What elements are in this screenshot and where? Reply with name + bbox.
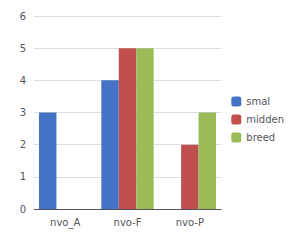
svg-text:2: 2 xyxy=(20,139,26,150)
svg-text:1: 1 xyxy=(20,171,26,182)
svg-text:0: 0 xyxy=(20,204,26,215)
svg-text:4: 4 xyxy=(20,75,26,86)
svg-text:nvo-F: nvo-F xyxy=(114,217,142,228)
svg-text:6: 6 xyxy=(20,11,26,22)
svg-text:nvo_A: nvo_A xyxy=(50,217,80,229)
svg-text:smal: smal xyxy=(246,96,270,107)
svg-text:breed: breed xyxy=(246,132,275,143)
svg-text:midden: midden xyxy=(246,114,284,125)
svg-text:nvo-P: nvo-P xyxy=(176,217,204,228)
svg-text:5: 5 xyxy=(20,43,26,54)
svg-text:3: 3 xyxy=(20,107,26,118)
